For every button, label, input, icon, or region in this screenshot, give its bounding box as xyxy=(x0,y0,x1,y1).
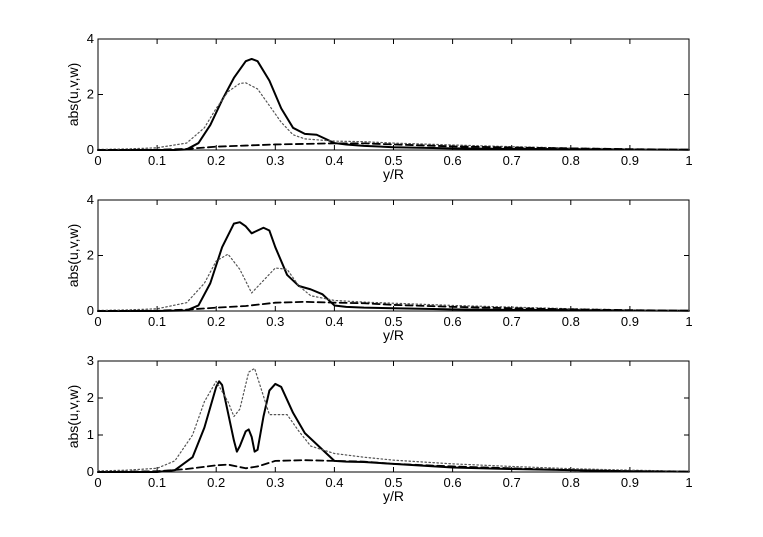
chart-1-xtick-label: 0.2 xyxy=(207,153,225,168)
chart-2-xtick-label: 0.2 xyxy=(207,314,225,329)
chart-1-xtick-label: 0.7 xyxy=(503,153,521,168)
chart-2-xtick-label: 0.1 xyxy=(148,314,166,329)
chart-2-series-dashed-line xyxy=(97,300,690,312)
chart-1-xtick-label: 0.9 xyxy=(621,153,639,168)
chart-1: 0 0.1 0.2 0.3 0.4 0.5 0.6 0.7 0.8 0.9 1 0 2 4 y/R abs(u… xyxy=(65,31,693,182)
chart-2-axes-box xyxy=(97,199,690,312)
chart-3-xtick-label: 0.7 xyxy=(503,475,521,490)
chart-2-xtick-label: 0.6 xyxy=(444,314,462,329)
chart-2-series-dotted-line xyxy=(97,253,690,312)
chart-3-series-dotted-line xyxy=(97,367,690,472)
chart-3-ylabel: abs(u,v,w) xyxy=(65,385,81,449)
chart-3-series-dashed-line xyxy=(97,459,690,473)
chart-1-series-dashed-line xyxy=(97,142,690,151)
chart-2-ytick-label: 2 xyxy=(87,248,94,263)
chart-3-xtick-label: 0.3 xyxy=(266,475,284,490)
chart-1-series-solid-line xyxy=(97,57,690,151)
chart-1-ytick-label: 0 xyxy=(87,142,94,157)
chart-3-ytick-label: 2 xyxy=(87,390,94,405)
chart-3-ytick-label: 0 xyxy=(87,464,94,479)
chart-2-xtick-label: 0.5 xyxy=(384,314,402,329)
chart-1-xtick-label: 0.4 xyxy=(325,153,343,168)
chart-3-xtick-label: 0 xyxy=(94,475,101,490)
chart-3-xlabel: y/R xyxy=(383,488,404,504)
chart-1-xtick-label: 0.5 xyxy=(384,153,402,168)
chart-1-ytick-label: 2 xyxy=(87,87,94,102)
chart-2-ytick-label: 4 xyxy=(87,192,94,207)
chart-2-ylabel: abs(u,v,w) xyxy=(65,224,81,288)
chart-3-xtick-label: 0.6 xyxy=(444,475,462,490)
chart-2-xtick-label: 0.8 xyxy=(562,314,580,329)
chart-2-xtick-label: 0.4 xyxy=(325,314,343,329)
chart-3-xtick-label: 1 xyxy=(685,475,692,490)
chart-2-series-solid-line xyxy=(97,221,690,312)
chart-3-xtick-label: 0.1 xyxy=(148,475,166,490)
chart-1-xtick-label: 0.6 xyxy=(444,153,462,168)
chart-3: 0 0.1 0.2 0.3 0.4 0.5 0.6 0.7 0.8 0.9 1 0 1 2 3 y/R abs(… xyxy=(65,353,693,504)
chart-2-xtick-label: 0.9 xyxy=(621,314,639,329)
chart-3-xtick-label: 0.2 xyxy=(207,475,225,490)
chart-1-series-dotted-line xyxy=(97,82,690,151)
chart-2-xtick-label: 0.7 xyxy=(503,314,521,329)
chart-2-xlabel: y/R xyxy=(383,327,404,343)
chart-3-xtick-label: 0.9 xyxy=(621,475,639,490)
chart-1-axes-box xyxy=(97,38,690,151)
chart-1-ytick-label: 4 xyxy=(87,31,94,46)
chart-3-axes-box xyxy=(97,360,690,473)
chart-1-xtick-label: 0.8 xyxy=(562,153,580,168)
chart-1-ylabel: abs(u,v,w) xyxy=(65,63,81,127)
chart-2-ytick-label: 0 xyxy=(87,303,94,318)
chart-1-xlabel: y/R xyxy=(383,166,404,182)
chart-3-ytick-label: 3 xyxy=(87,353,94,368)
chart-2-xtick-label: 1 xyxy=(685,314,692,329)
chart-1-xtick-label: 0.3 xyxy=(266,153,284,168)
chart-3-xtick-label: 0.4 xyxy=(325,475,343,490)
chart-1-xtick-label: 1 xyxy=(685,153,692,168)
chart-1-xtick-label: 0 xyxy=(94,153,101,168)
chart-3-series-solid-line xyxy=(97,380,690,473)
chart-2-xtick-label: 0.3 xyxy=(266,314,284,329)
chart-3-xtick-label: 0.8 xyxy=(562,475,580,490)
chart-3-ytick-label: 1 xyxy=(87,427,94,442)
chart-2: 0 0.1 0.2 0.3 0.4 0.5 0.6 0.7 0.8 0.9 1 0 2 4 y/R abs(u… xyxy=(65,192,693,343)
chart-2-xtick-label: 0 xyxy=(94,314,101,329)
chart-3-xtick-label: 0.5 xyxy=(384,475,402,490)
chart-1-xtick-label: 0.1 xyxy=(148,153,166,168)
